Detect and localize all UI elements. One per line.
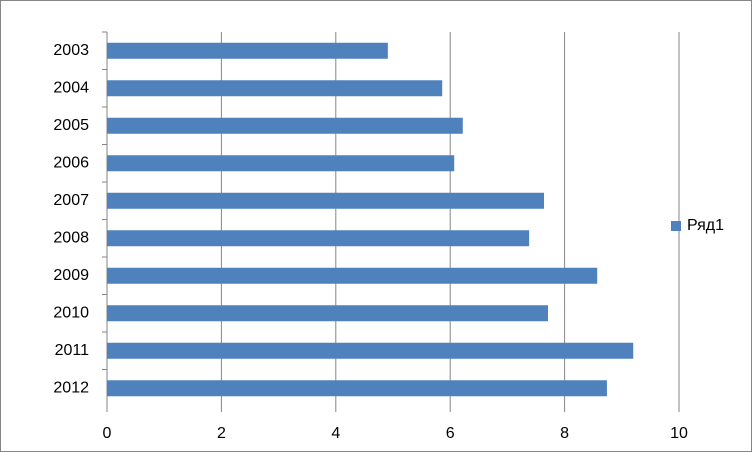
y-tick-label: 2011 [55, 342, 90, 359]
bar [107, 342, 634, 359]
bar [107, 42, 388, 59]
x-tick-label: 8 [560, 425, 569, 442]
y-tick-label: 2010 [53, 304, 89, 321]
bar [107, 155, 455, 172]
y-tick-label: 2012 [53, 379, 89, 396]
bar [107, 192, 545, 209]
x-tick-label: 6 [446, 425, 455, 442]
bar [107, 267, 598, 284]
bar [107, 305, 549, 322]
x-tick-label: 10 [670, 425, 688, 442]
x-tick-label: 2 [217, 425, 226, 442]
bar [107, 117, 463, 134]
y-tick-label: 2007 [53, 192, 89, 209]
bar [107, 230, 530, 247]
y-tick-label: 2006 [53, 154, 89, 171]
x-tick-label: 0 [103, 425, 112, 442]
y-tick-label: 2004 [53, 79, 89, 96]
y-tick-label: 2003 [53, 42, 89, 59]
legend-label: Ряд1 [687, 217, 724, 234]
bar [107, 380, 607, 397]
y-tick-label: 2005 [53, 117, 89, 134]
legend-swatch [671, 221, 681, 231]
bar [107, 80, 443, 97]
y-tick-label: 2009 [53, 267, 89, 284]
y-tick-label: 2008 [53, 229, 89, 246]
x-tick-label: 4 [331, 425, 340, 442]
